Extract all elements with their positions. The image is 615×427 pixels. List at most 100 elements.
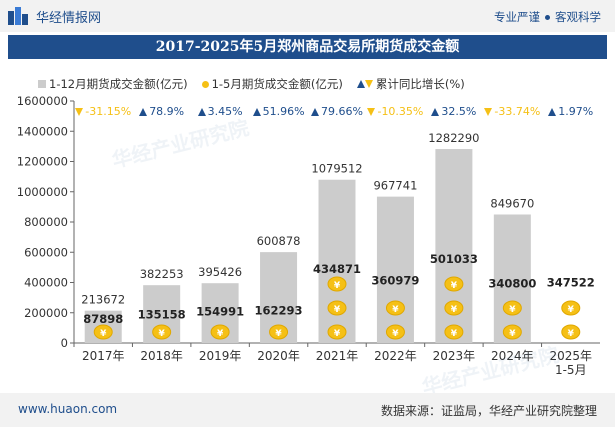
legend-swatch-dot-icon	[201, 80, 209, 88]
down-triangle-icon	[484, 107, 493, 116]
y-tick-label: 600000	[24, 245, 68, 259]
ytd-coin-symbol: ¥	[275, 329, 282, 339]
growth-rate-label: 78.9%	[149, 105, 185, 118]
tagline-left: 专业严谨	[494, 10, 540, 24]
ytd-value-label: 360979	[371, 273, 419, 287]
ytd-coin-symbol: ¥	[509, 305, 516, 315]
annual-bar-value-label: 967741	[373, 179, 417, 193]
growth-rate-item: -33.74%	[484, 105, 540, 118]
ytd-value-label: 87898	[83, 312, 123, 326]
ytd-coin-symbol: ¥	[100, 329, 107, 339]
ytd-coin-marker	[502, 300, 522, 316]
bar-chart: 0 200000 400000 600000 800000 1000000 1200000 1…	[17, 94, 600, 377]
ytd-coin-symbol: ¥	[334, 305, 341, 315]
ytd-coin-symbol: ¥	[568, 329, 575, 339]
x-tick-label: 2023年	[433, 349, 476, 363]
ytd-coin-marker	[444, 300, 464, 316]
up-triangle-icon	[431, 107, 440, 116]
ytd-coin-symbol: ¥	[159, 329, 166, 339]
ytd-coin-symbol: ¥	[334, 281, 341, 291]
x-tick-label: 2020年	[257, 349, 300, 363]
brand-name: 华经情报网	[36, 10, 102, 26]
up-triangle-icon	[197, 107, 206, 116]
legend-label-ytd: 1-5月期货成交金额(亿元)	[211, 77, 343, 91]
up-triangle-icon	[311, 107, 320, 116]
ytd-coin-marker	[327, 324, 347, 340]
x-tick-label: 1-5月	[555, 363, 587, 377]
legend-item-annual: 1-12月期货成交金额(亿元)	[38, 76, 188, 92]
ytd-coin-marker	[444, 276, 464, 292]
growth-rate-item: 3.45%	[197, 105, 243, 118]
growth-rate-row: -31.15% 78.9% 3.45% 51.96% 79.66% -10.35% 32.5…	[0, 105, 615, 121]
y-tick-label: 1200000	[17, 155, 68, 169]
ytd-coin-marker	[385, 324, 405, 340]
footer-source: 数据来源：证监局，华经产业研究院整理	[380, 404, 597, 418]
down-triangle-icon	[75, 107, 84, 116]
legend-item-growth: 累计同比增长(%)	[356, 76, 465, 92]
growth-rate-label: 51.96%	[262, 105, 305, 118]
annual-bar-value-label: 1079512	[311, 162, 362, 176]
growth-rate-item: 79.66%	[311, 105, 363, 118]
growth-rate-item: -31.15%	[75, 105, 131, 118]
x-tick-label: 2021年	[316, 349, 359, 363]
chart-title: 2017-2025年5月郑州商品交易所期货成交金额	[8, 35, 607, 59]
legend-up-triangle-icon	[356, 80, 365, 88]
annual-bar-value-label: 600878	[257, 234, 301, 248]
ytd-value-label: 434871	[313, 262, 361, 276]
ytd-coin-symbol: ¥	[509, 329, 516, 339]
annual-bar-value-label: 213672	[81, 293, 125, 307]
ytd-coin-marker	[561, 324, 581, 340]
annual-bar	[493, 214, 531, 343]
growth-rate-label: -33.74%	[494, 105, 541, 118]
legend-down-triangle-icon	[364, 80, 373, 88]
ytd-coin-symbol: ¥	[392, 329, 399, 339]
ytd-coin-symbol: ¥	[451, 329, 458, 339]
ytd-coin-symbol: ¥	[334, 329, 341, 339]
footer-site: www.huaon.com	[18, 402, 118, 416]
legend-label-annual: 1-12月期货成交金额(亿元)	[49, 77, 188, 91]
ytd-coin-symbol: ¥	[451, 305, 458, 315]
growth-rate-label: -31.15%	[85, 105, 132, 118]
bottom-bar: www.huaon.com 数据来源：证监局，华经产业研究院整理	[0, 393, 615, 427]
growth-rate-item: 51.96%	[252, 105, 305, 118]
ytd-coin-marker	[502, 324, 522, 340]
legend-swatch-square-icon	[38, 80, 46, 88]
annual-bar-value-label: 382253	[140, 267, 184, 281]
ytd-coin-marker	[93, 324, 113, 340]
ytd-coin-symbol: ¥	[217, 329, 224, 339]
y-tick-label: 800000	[24, 215, 68, 229]
ytd-coin-marker	[152, 324, 172, 340]
growth-rate-label: 3.45%	[207, 105, 243, 118]
ytd-value-label: 340800	[488, 276, 536, 290]
tagline: 专业严谨 客观科学	[494, 9, 601, 25]
x-tick-label: 2024年	[491, 349, 534, 363]
annual-bar-value-label: 849670	[490, 196, 534, 210]
annual-bar	[318, 179, 356, 343]
up-triangle-icon	[139, 107, 148, 116]
ytd-value-label: 162293	[255, 303, 303, 317]
ytd-coin-marker	[444, 324, 464, 340]
ytd-coin-marker	[210, 324, 230, 340]
top-bar: 华经情报网 专业严谨 客观科学	[0, 0, 615, 32]
bullet-icon	[545, 14, 550, 20]
brand: 华经情报网	[8, 6, 101, 26]
x-tick-label: 2025年	[550, 349, 593, 363]
up-triangle-icon	[252, 107, 261, 116]
growth-rate-label: 79.66%	[321, 105, 363, 118]
legend-item-ytd: 1-5月期货成交金额(亿元)	[201, 76, 343, 92]
x-tick-label: 2019年	[199, 349, 242, 363]
ytd-coin-marker	[385, 300, 405, 316]
x-tick-label: 2018年	[140, 349, 183, 363]
y-tick-label: 200000	[24, 306, 68, 320]
ytd-coin-marker	[269, 324, 289, 340]
ytd-coin-marker	[327, 300, 347, 316]
growth-rate-label: -10.35%	[377, 105, 424, 118]
y-tick-label: 0	[61, 336, 68, 350]
annual-bar-value-label: 1282290	[428, 131, 479, 145]
y-tick-label: 1400000	[17, 124, 68, 138]
y-tick-label: 400000	[24, 276, 68, 290]
tagline-right: 客观科学	[555, 10, 601, 24]
y-tick-label: 1000000	[17, 185, 68, 199]
huajing-logo-icon	[8, 7, 30, 25]
annual-bar-value-label: 395426	[198, 265, 242, 279]
